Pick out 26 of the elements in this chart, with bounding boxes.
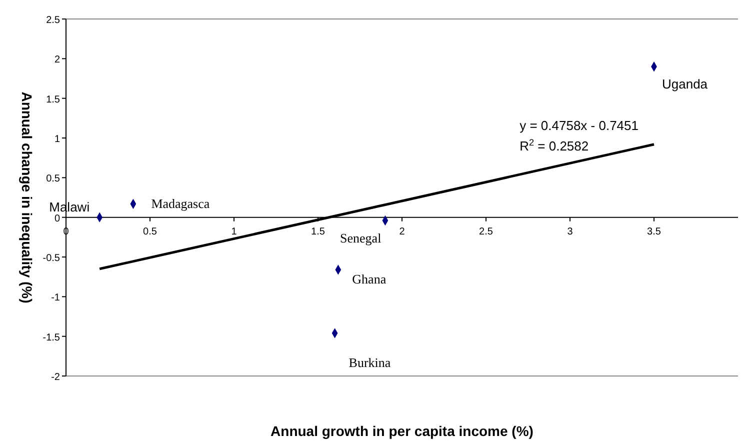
x-tick-label: 2 [399, 226, 406, 238]
annotation: y = 0.4758x - 0.7451 [520, 118, 639, 134]
y-tick-label: 2.5 [46, 15, 60, 26]
y-tick-label: 1.5 [46, 94, 60, 106]
y-tick-label: -2 [51, 372, 60, 383]
x-tick-label: 3 [567, 226, 574, 238]
y-tick-label: 2 [54, 54, 60, 66]
y-axis-title: Annual change in inequality (%) [19, 92, 35, 304]
x-axis-title: Annual growth in per capita income (%) [270, 423, 534, 439]
x-tick-label: 2.5 [479, 226, 494, 238]
x-tick-label: 0.5 [143, 226, 158, 238]
y-tick-label: -0.5 [42, 253, 60, 264]
data-label: Ghana [352, 272, 386, 287]
y-tick-label: 0.5 [46, 174, 60, 185]
x-tick-label: 3.5 [647, 226, 662, 238]
annotation: R$^{2}$ = 0.2582 [520, 138, 589, 154]
y-tick-label: 0 [54, 213, 60, 224]
y-tick-label: -1.5 [42, 332, 60, 344]
data-label: Senegal [340, 230, 382, 246]
data-label: Burkina [348, 355, 391, 370]
y-tick-label: 1 [54, 134, 60, 145]
data-label: Madagasca [151, 196, 210, 211]
x-tick-label: 1.5 [311, 226, 326, 238]
data-label: Uganda [662, 76, 708, 92]
x-tick-label: 1 [231, 226, 238, 238]
y-tick-label: -1 [51, 292, 60, 304]
